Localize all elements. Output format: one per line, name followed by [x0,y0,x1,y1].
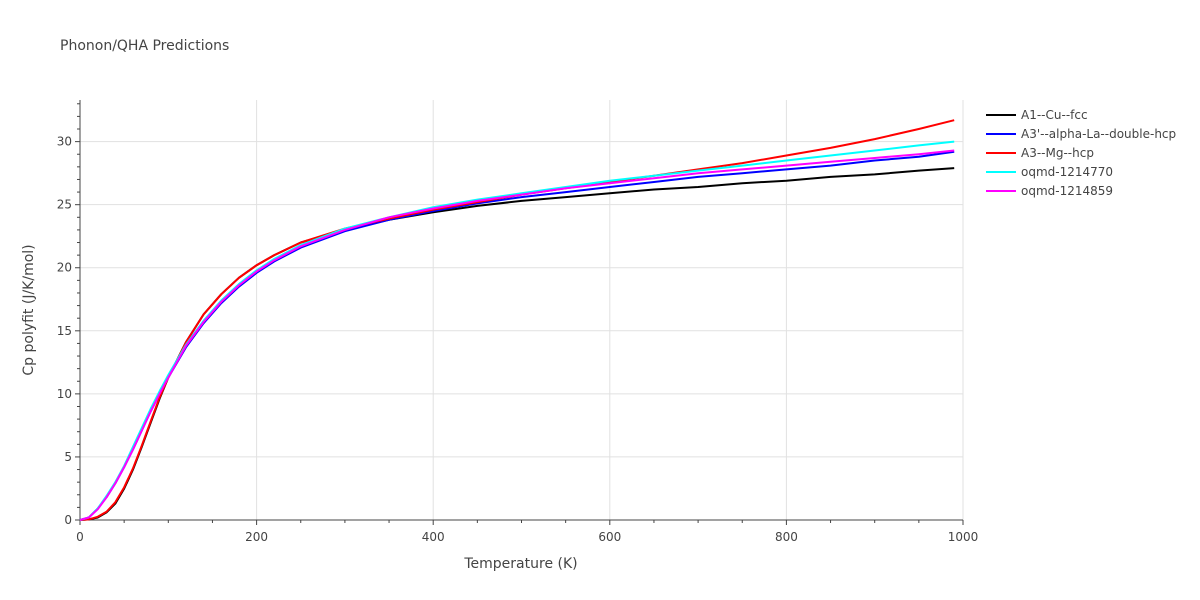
y-tick-label: 15 [57,324,72,338]
chart-title: Phonon/QHA Predictions [60,38,229,54]
y-tick-label: 25 [57,198,72,212]
legend-item-0[interactable]: A1--Cu--fcc [986,108,1088,122]
y-tick-label: 30 [57,135,72,149]
y-tick-label: 0 [64,513,72,527]
legend-label: A3--Mg--hcp [1021,146,1094,160]
legend-label: A3'--alpha-La--double-hcp [1021,127,1176,141]
x-tick-label: 400 [422,530,445,544]
legend-label: oqmd-1214770 [1021,165,1113,179]
x-tick-label: 0 [76,530,84,544]
legend-item-1[interactable]: A3'--alpha-La--double-hcp [986,127,1176,141]
x-tick-label: 200 [245,530,268,544]
series-line-1 [79,150,955,521]
legend-item-3[interactable]: oqmd-1214770 [986,165,1113,179]
grid-layer [80,100,964,520]
x-tick-label: 1000 [948,530,979,544]
y-tick-label: 5 [64,450,72,464]
axes-layer: 0 200 400 600 800 1000 0 5 10 15 20 25 30 [57,100,979,544]
x-axis-title: Temperature (K) [463,556,577,572]
series-line-4 [79,149,955,521]
series-line-0 [79,167,955,521]
legend-item-4[interactable]: oqmd-1214859 [986,184,1113,198]
legend-label: oqmd-1214859 [1021,184,1113,198]
x-tick-label: 600 [598,530,621,544]
y-tick-label: 10 [57,387,72,401]
series-line-2 [79,119,955,521]
x-tick-label: 800 [775,530,798,544]
series-layer [79,119,955,521]
legend-label: A1--Cu--fcc [1021,108,1088,122]
legend[interactable]: A1--Cu--fcc A3'--alpha-La--double-hcp A3--… [986,108,1176,198]
y-axis-title: Cp polyfit (J/K/mol) [21,244,37,375]
legend-item-2[interactable]: A3--Mg--hcp [986,146,1094,160]
y-tick-label: 20 [57,261,72,275]
